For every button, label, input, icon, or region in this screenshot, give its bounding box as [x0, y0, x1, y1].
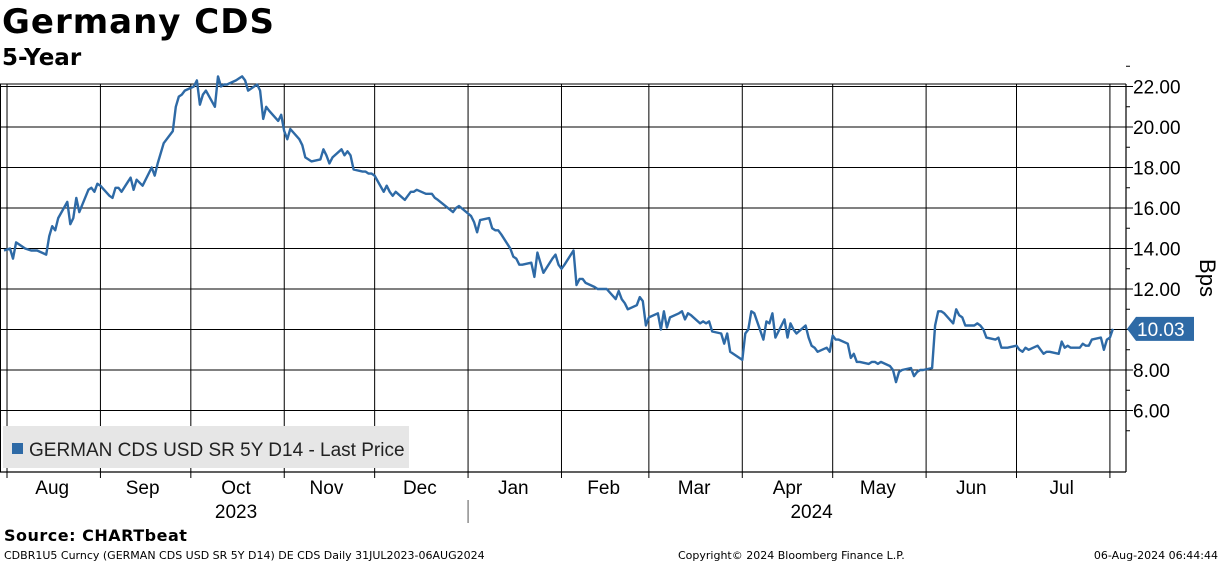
y-tick-label-5: 16.00 [1133, 199, 1181, 220]
x-month-label-aug: Aug [35, 478, 69, 499]
y-tick-label-1: 8.00 [1133, 361, 1170, 382]
legend-background [3, 426, 409, 468]
x-month-label-sep: Sep [126, 478, 160, 499]
x-month-label-jul: Jul [1050, 478, 1074, 499]
legend-swatch [12, 443, 23, 454]
last-value-label: 10.03 [1137, 320, 1185, 341]
chart-subtitle: 5-Year [2, 45, 82, 71]
legend: GERMAN CDS USD SR 5Y D14 - Last Price [3, 426, 409, 468]
y-tick-label-3: 12.00 [1133, 280, 1181, 301]
y-tick-label-6: 18.00 [1133, 159, 1181, 180]
last-value-tag: 10.03 [1127, 316, 1194, 341]
x-month-label-apr: Apr [773, 478, 803, 499]
x-month-label-oct: Oct [221, 478, 251, 499]
x-month-label-jun: Jun [956, 478, 987, 499]
y-gridlines [0, 86, 1126, 411]
year-label-2023: 2023 [215, 502, 257, 523]
x-month-label-may: May [860, 478, 896, 499]
legend-label: GERMAN CDS USD SR 5Y D14 - Last Price [29, 440, 405, 461]
x-month-label-jan: Jan [498, 478, 529, 499]
y-axis-ticks: 6.008.0010.0012.0014.0016.0018.0020.0022… [1126, 65, 1181, 432]
x-gridlines [6, 84, 1111, 472]
security-description: CDBR1U5 Curncy (GERMAN CDS USD SR 5Y D14… [4, 549, 485, 562]
x-month-label-nov: Nov [310, 478, 344, 499]
y-tick-label-0: 6.00 [1133, 402, 1170, 423]
source-note: Source: CHARTbeat [4, 526, 188, 545]
last-value-tag-shape [1127, 316, 1194, 341]
line-chart: 6.008.0010.0012.0014.0016.0018.0020.0022… [0, 65, 1220, 523]
chart-title: Germany CDS [2, 2, 275, 42]
x-month-label-dec: Dec [403, 478, 437, 499]
x-axis-ticks [6, 472, 1111, 478]
copyright-note: Copyright© 2024 Bloomberg Finance L.P. [678, 549, 905, 562]
x-month-label-feb: Feb [587, 478, 620, 499]
timestamp: 06-Aug-2024 06:44:44 [1093, 549, 1218, 562]
year-label-2024: 2024 [790, 502, 833, 523]
y-tick-label-8: 22.00 [1133, 78, 1181, 99]
series-line-german-cds [3, 75, 1115, 384]
y-tick-label-7: 20.00 [1133, 118, 1181, 139]
year-labels: 2023 2024 [215, 502, 833, 523]
y-axis-label: Bps [1195, 259, 1220, 297]
x-axis-labels: Aug Sep Oct Nov Dec Jan Feb Mar Apr May Jun Jul [35, 478, 1074, 499]
x-month-label-mar: Mar [678, 478, 711, 499]
y-tick-label-4: 14.00 [1133, 240, 1181, 261]
